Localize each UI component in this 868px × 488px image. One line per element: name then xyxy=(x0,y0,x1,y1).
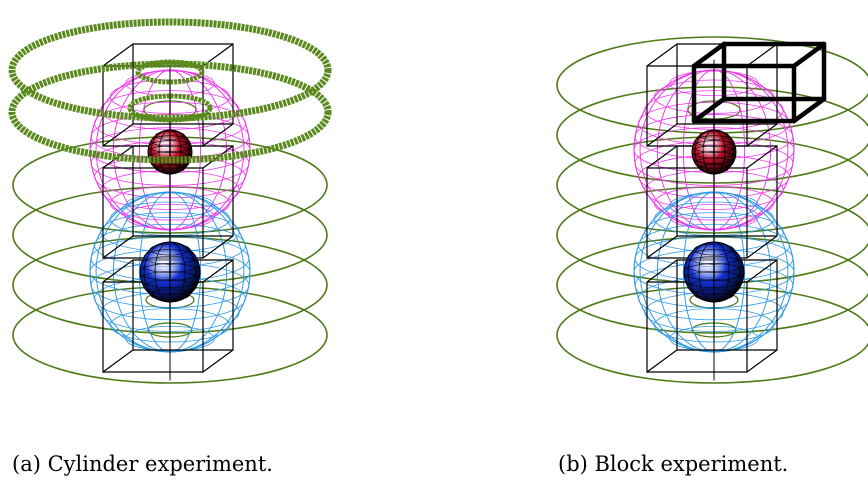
block-outline xyxy=(646,259,778,373)
block-edge xyxy=(202,259,234,283)
scene xyxy=(8,18,332,384)
block-edge xyxy=(791,96,827,124)
caption-cylinder-experiment: (a) Cylinder experiment. xyxy=(12,452,273,476)
core-grid-line xyxy=(694,129,734,175)
highlighted-inner-ring xyxy=(135,59,205,85)
upper-core-sphere xyxy=(691,129,737,175)
block-edge xyxy=(746,145,778,169)
block-edge xyxy=(102,259,134,283)
block-edge xyxy=(102,349,134,373)
block-edge xyxy=(102,235,134,259)
scene xyxy=(556,36,868,384)
panel-block-experiment: (b) Block experiment. xyxy=(434,0,868,488)
block-edge xyxy=(646,349,678,373)
block-edge xyxy=(746,349,778,373)
block-edge xyxy=(746,123,778,147)
core-grid-line xyxy=(687,241,741,303)
upper-core-sphere xyxy=(147,129,193,175)
lower-core-sphere xyxy=(683,241,745,303)
highlighted-rings xyxy=(8,18,332,164)
block-stack xyxy=(646,43,778,373)
core-sphere xyxy=(139,241,201,303)
block-edge xyxy=(746,235,778,259)
block-edge xyxy=(691,41,727,69)
block-edge xyxy=(202,235,234,259)
block-edge xyxy=(746,259,778,283)
block-edge xyxy=(646,43,678,67)
block-edge xyxy=(202,349,234,373)
highlighted-block xyxy=(691,41,827,124)
core-sphere xyxy=(683,241,745,303)
block-edge xyxy=(791,41,827,69)
block-edge xyxy=(746,43,778,67)
block-edge xyxy=(646,145,678,169)
block-edge xyxy=(102,123,134,147)
block-edge xyxy=(646,235,678,259)
block-edge xyxy=(646,259,678,283)
block-edge xyxy=(102,43,134,67)
core-grid-line xyxy=(150,129,190,175)
block-edge xyxy=(202,123,234,147)
caption-block-experiment: (b) Block experiment. xyxy=(558,452,789,476)
block-outline xyxy=(646,145,778,259)
highlighted-inner-ring xyxy=(127,93,213,123)
block-edge xyxy=(646,123,678,147)
core-grid-line xyxy=(143,241,197,303)
block-edge xyxy=(691,96,727,124)
lower-core-sphere xyxy=(139,241,201,303)
cylinder-experiment-figure xyxy=(8,18,332,384)
panel-cylinder-experiment: (a) Cylinder experiment. xyxy=(8,18,332,476)
block-experiment-figure xyxy=(556,36,868,384)
highlighted-cylinder-ring xyxy=(8,18,332,122)
